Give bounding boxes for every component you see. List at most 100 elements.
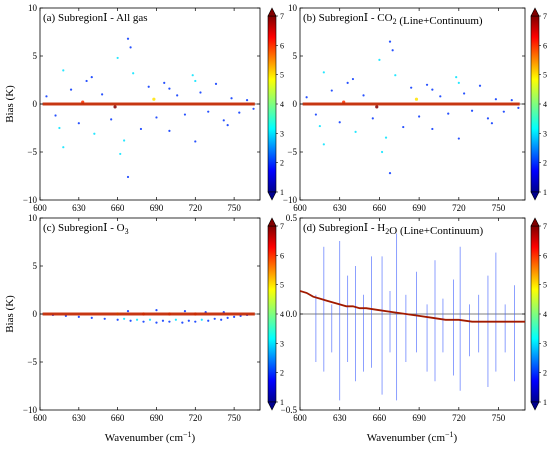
panel-title: (b) SubregionⅠ - CO2 (Line+Continuum) [303,12,483,27]
x-tick-label: 630 [333,203,347,213]
y-tick-label: −5 [27,357,37,367]
y-tick-label: −10 [283,195,298,205]
colorbar [267,225,277,403]
colorbar-tick-label: 1 [280,398,284,407]
colorbar-tick-label: 7 [543,222,547,231]
data-point [252,107,255,110]
data-point [54,114,57,117]
panel-title: (d) SubregionⅠ - H2O (Line+Continuum) [303,222,483,237]
data-point [135,318,139,321]
data-point [176,94,179,97]
y-tick-label: 0 [33,309,38,319]
colorbar-tick-label: 5 [543,281,547,290]
colorbar-tick-label: 2 [280,159,284,168]
colorbar-tick-label: 3 [280,339,284,348]
data-point [414,97,419,101]
data-point [455,76,458,79]
colorbar-min-arrow [267,191,277,201]
plot-marks [300,40,525,175]
data-point [58,126,61,130]
data-point [463,92,466,95]
plot-marks [300,233,525,401]
data-point [155,116,158,119]
x-axis-label-end: ) [192,432,196,444]
y-tick-label: −5 [27,147,37,157]
y-tick-label: 10 [28,213,38,223]
data-point [510,99,513,102]
x-tick-label: 630 [72,203,86,213]
data-point [77,315,80,318]
data-point [116,56,119,60]
plot-marks [40,37,260,179]
data-point [69,88,73,91]
data-point [110,118,113,121]
data-point [126,175,130,179]
data-point [194,79,197,83]
data-point [431,88,434,91]
y-tick-label: −0.5 [281,405,298,415]
panel-title-text: (c) SubregionⅠ - O [43,222,125,234]
x-tick-label: 750 [492,413,506,423]
data-point [101,93,104,96]
panel-title-text: (b) SubregionⅠ - CO [303,12,393,24]
data-point [494,98,497,101]
data-point [233,315,236,318]
x-axis-label-left: Wavenumber (cm−1) [105,430,196,444]
colorbar-min-arrow [530,191,540,201]
colorbar-tick-label: 4 [280,310,284,319]
data-point [470,109,474,112]
x-axis-label-right: Wavenumber (cm−1) [367,430,458,444]
data-point [168,320,171,323]
x-axis-label-end: ) [454,432,458,444]
data-point [478,84,482,87]
data-point [187,319,190,322]
data-point [410,86,413,89]
data-point [123,317,126,320]
x-tick-label: 600 [33,203,47,213]
data-point [194,320,197,323]
data-point [391,49,394,52]
data-point [62,69,65,72]
panel-title-text: (d) SubregionⅠ - H [303,222,385,234]
data-point [90,316,93,319]
data-point [447,112,450,115]
x-tick-label: 660 [111,413,125,423]
data-point [362,94,365,97]
colorbar-tick-label: 1 [543,398,547,407]
data-point [116,318,119,321]
colorbar-tick-label: 4 [543,100,547,109]
x-tick-label: 660 [373,203,387,213]
x-axis-label-text: Wavenumber (cm [105,432,184,444]
data-point [155,309,158,312]
data-point [222,119,225,122]
data-point [152,97,156,101]
data-point [183,310,187,313]
data-point [378,58,381,61]
data-point [126,37,130,40]
data-point [486,117,490,120]
x-axis-label-sup: −1 [445,430,454,439]
plot-marks [40,309,260,324]
y-tick-label: 10 [28,3,38,13]
data-point [388,40,392,43]
x-tick-label: 600 [293,413,307,423]
x-tick-label: 630 [333,413,347,423]
y-axis-label-bottom: Bias (K) [4,295,16,333]
data-point [457,137,460,140]
x-tick-label: 720 [452,413,466,423]
data-point [207,319,210,322]
colorbar-tick-label: 3 [280,129,284,138]
data-point [168,129,171,132]
colorbar-tick-label: 7 [280,12,284,21]
data-point [490,122,494,125]
x-tick-label: 660 [373,413,387,423]
data-point [371,117,374,120]
data-point [93,132,96,135]
colorbar-tick-label: 2 [543,369,547,378]
data-point [181,321,184,324]
data-point [517,106,520,109]
y-axis-label-top: Bias (K) [4,85,16,123]
data-point [318,124,321,128]
colorbar [530,15,540,193]
colorbar-tick-label: 6 [543,251,547,260]
